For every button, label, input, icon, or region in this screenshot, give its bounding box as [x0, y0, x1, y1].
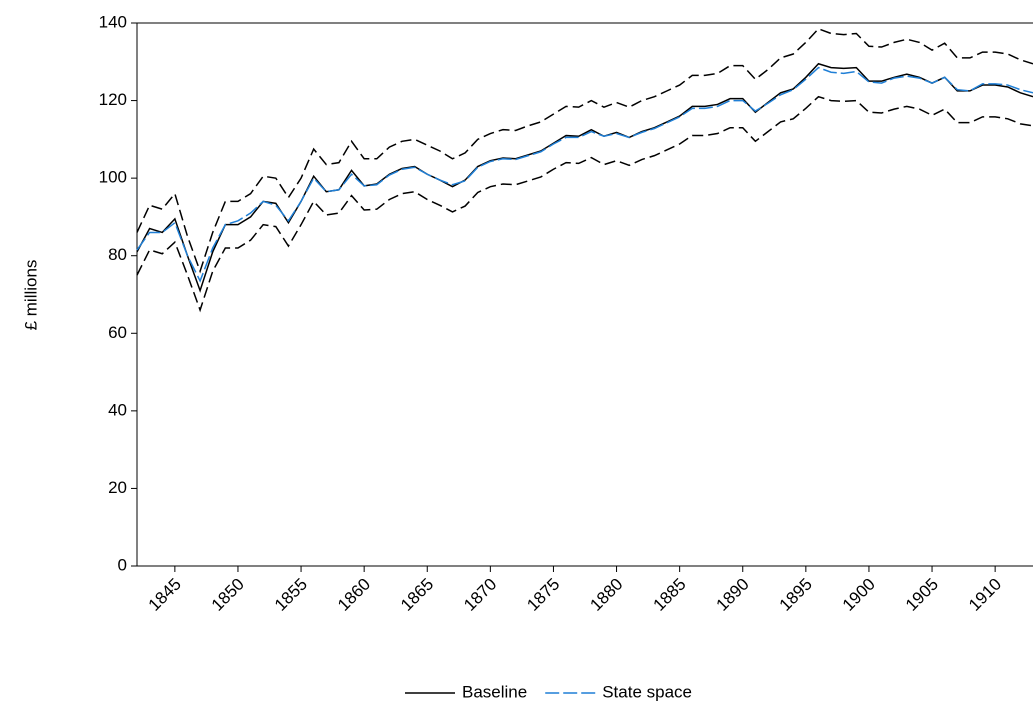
y-tick-label: 80	[108, 245, 127, 264]
series-line	[136, 95, 1033, 313]
x-tick-label: 1885	[649, 575, 689, 615]
x-tick-label: 1855	[271, 575, 311, 615]
x-tick-label: 1870	[460, 575, 500, 615]
series-line	[136, 27, 1033, 274]
y-tick-label: 100	[99, 168, 127, 187]
y-tick-label: 140	[99, 12, 127, 31]
x-tick-label: 1865	[397, 575, 437, 615]
y-tick-label: 60	[108, 323, 127, 342]
y-axis-label: £ millions	[21, 260, 40, 331]
x-tick-label: 1905	[902, 575, 942, 615]
legend-label: Baseline	[462, 682, 527, 701]
y-tick-label: 40	[108, 400, 127, 419]
x-tick-label: 1860	[334, 575, 374, 615]
x-tick-label: 1845	[145, 575, 185, 615]
x-tick-label: 1895	[776, 575, 816, 615]
legend-label: State space	[602, 682, 692, 701]
y-tick-label: 20	[108, 478, 127, 497]
x-tick-label: 1890	[713, 575, 753, 615]
x-tick-label: 1900	[839, 575, 879, 615]
series-line	[136, 66, 1033, 283]
x-tick-label: 1880	[586, 575, 626, 615]
x-tick-label: 1910	[965, 575, 1005, 615]
y-tick-label: 0	[118, 555, 127, 574]
y-tick-label: 120	[99, 90, 127, 109]
x-tick-label: 1875	[523, 575, 563, 615]
series-line	[136, 62, 1033, 293]
x-tick-label: 1850	[208, 575, 248, 615]
plot-frame	[136, 22, 1033, 567]
